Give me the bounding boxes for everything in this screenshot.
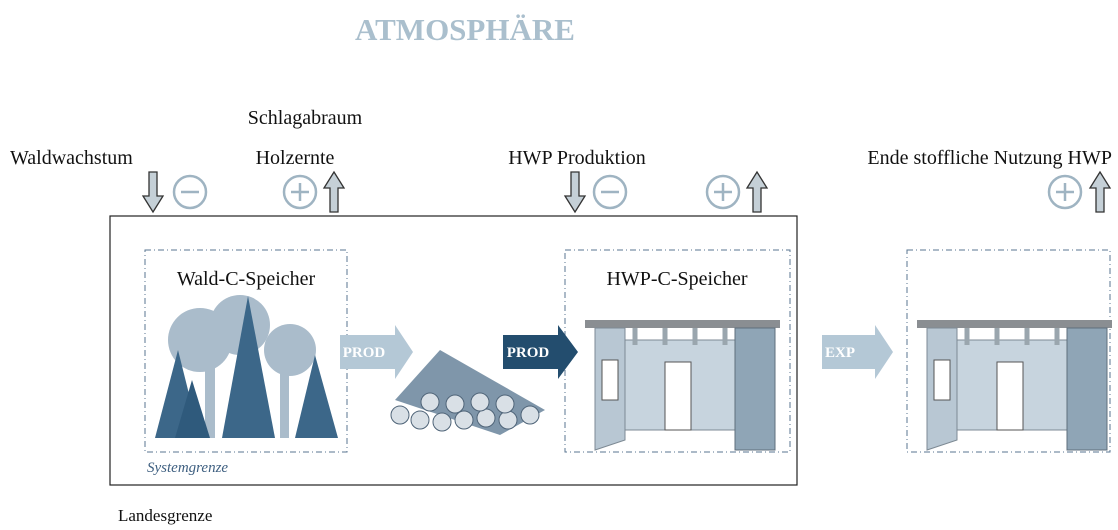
arrow — [340, 325, 413, 379]
pool-label: HWP-C-Speicher — [606, 268, 747, 290]
flow-label: Holzernte — [256, 147, 335, 169]
pool-label: Wald-C-Speicher — [177, 268, 316, 290]
country-boundary — [109, 215, 798, 486]
forest — [155, 295, 338, 438]
flow-icons — [142, 171, 1111, 213]
flow-label: Schlagabraum — [248, 107, 363, 129]
title: ATMOSPHÄRE — [355, 12, 575, 47]
hwp-building — [585, 320, 780, 450]
pool-box — [564, 249, 791, 453]
arrow-label: PROD — [343, 345, 386, 361]
flow-label: HWP Produktion — [508, 147, 646, 169]
system-label: Systemgrenze — [147, 460, 228, 476]
arrow-label: EXP — [825, 345, 855, 361]
country-label: Landesgrenze — [118, 506, 212, 525]
arrow — [503, 325, 578, 379]
export-box — [906, 249, 1111, 453]
arrow-label: PROD — [507, 345, 550, 361]
flow-label: Waldwachstum — [10, 147, 133, 169]
export-building — [917, 320, 1112, 450]
logs — [390, 350, 545, 435]
arrow — [822, 325, 893, 379]
flow-label: Ende stoffliche Nutzung HWP — [867, 147, 1112, 169]
